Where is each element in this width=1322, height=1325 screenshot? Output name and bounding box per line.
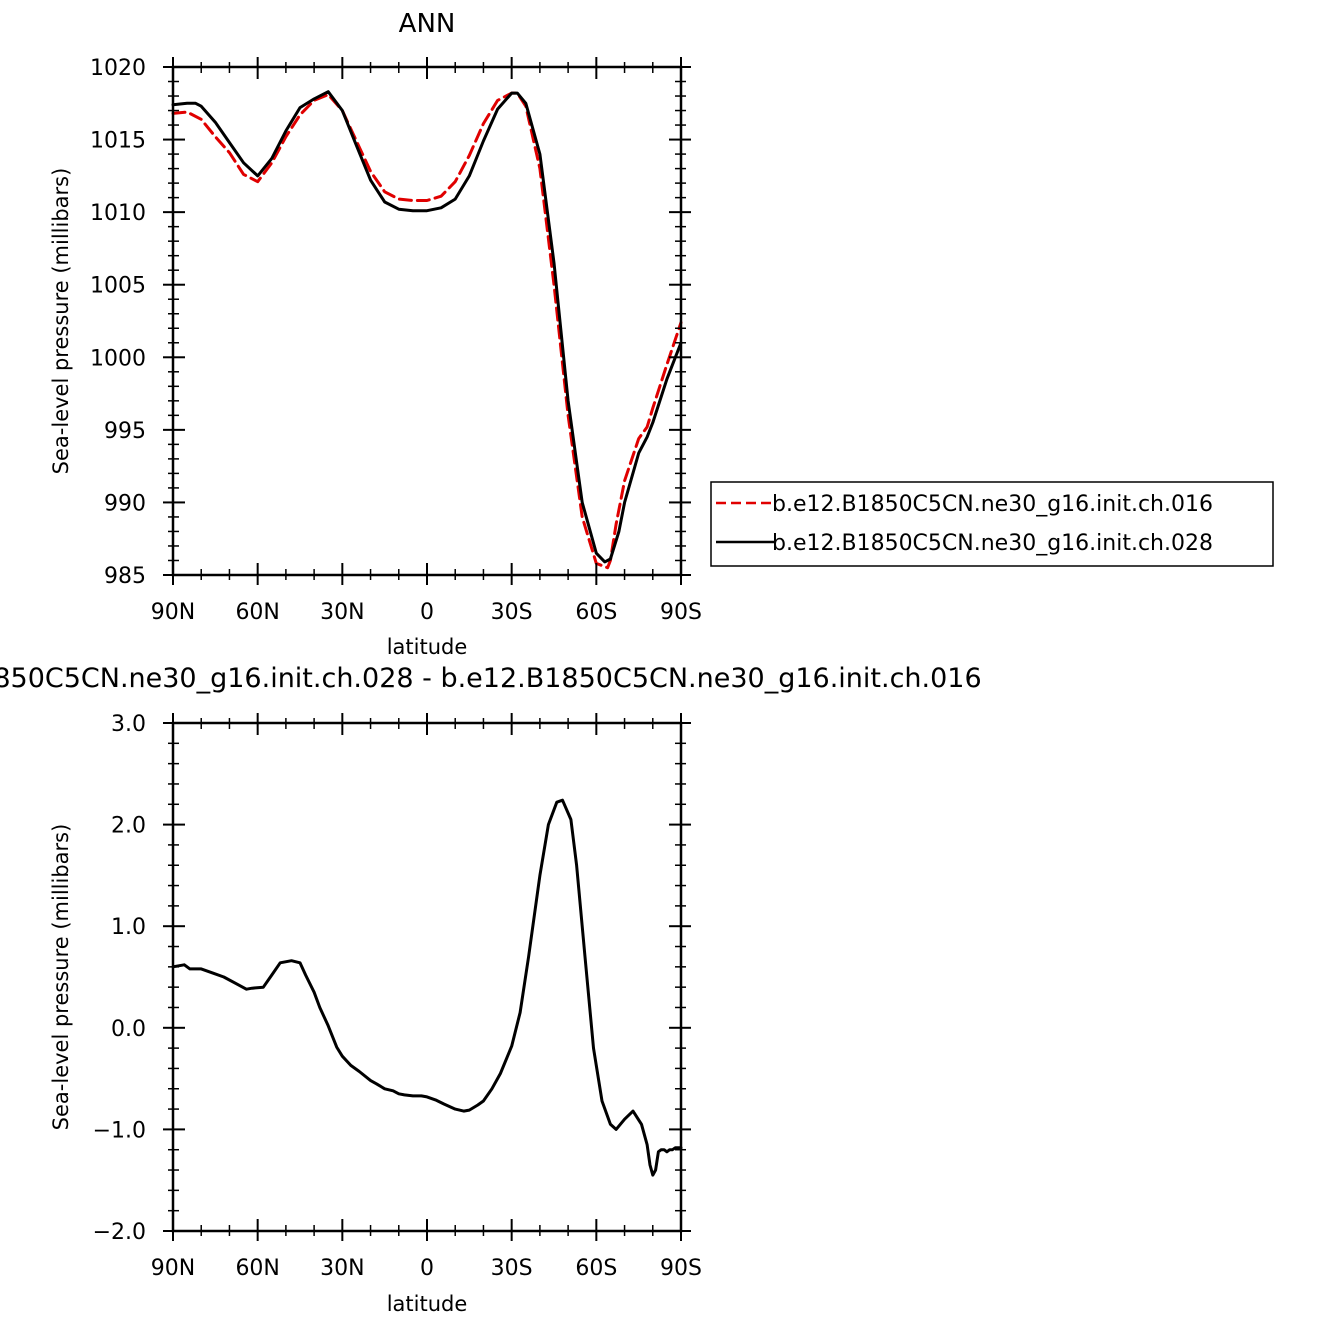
bottom-plot-frame [171,721,683,1233]
bottom-y-tick-label: 0.0 [111,1017,146,1042]
bottom-chart-title: b.e12.B1850C5CN.ne30_g16.init.ch.028 - b… [0,663,982,694]
bottom-series-line-0 [171,798,683,1177]
top-x-tick-label: 90S [660,600,702,625]
top-x-tick-label: 60S [575,600,617,625]
legend: b.e12.B1850C5CN.ne30_g16.init.ch.016 b.e… [710,481,1274,567]
top-y-tick-label: 1015 [90,129,146,154]
top-series-line-1 [171,90,683,564]
bottom-x-tick-label: 90N [151,1256,195,1281]
bottom-x-tick-label: 90S [660,1256,702,1281]
top-y-tick-label: 1005 [90,274,146,299]
top-series-line-0 [171,91,683,570]
top-y-tick-label: 995 [104,419,146,444]
legend-box [710,481,1274,567]
bottom-x-tick-label: 60N [235,1256,279,1281]
bottom-y-tick-label: 2.0 [111,814,146,839]
top-x-tick-label: 90N [151,600,195,625]
bottom-y-tick-label: −2.0 [93,1220,146,1245]
bottom-x-axis-label: latitude [387,1292,468,1316]
top-x-axis-label: latitude [387,635,468,659]
bottom-y-tick-label: 1.0 [111,915,146,940]
bottom-y-axis-label: Sea-level pressure (millibars) [49,824,73,1131]
top-plot-frame [171,65,683,577]
bottom-x-tick-label: 30N [320,1256,364,1281]
top-y-tick-label: 1010 [90,201,146,226]
bottom-panel: b.e12.B1850C5CN.ne30_g16.init.ch.028 - b… [0,663,982,1316]
bottom-y-tick-label: 3.0 [111,712,146,737]
top-y-tick-label: 985 [104,564,146,589]
bottom-y-tick-label: −1.0 [93,1118,146,1143]
top-panel: ANN 90N 60N 30N 0 30S 60S 90S 985 990 995 1000 1005… [49,9,1274,659]
top-chart-title: ANN [399,9,456,39]
top-x-tick-label: 0 [420,600,434,625]
top-x-tick-label: 60N [235,600,279,625]
top-y-tick-label: 1000 [90,346,146,371]
legend-label-028: b.e12.B1850C5CN.ne30_g16.init.ch.028 [772,531,1213,556]
bottom-x-tick-label: 30S [491,1256,533,1281]
bottom-x-tick-label: 0 [420,1256,434,1281]
bottom-x-tick-label: 60S [575,1256,617,1281]
top-y-tick-label: 1020 [90,56,146,81]
top-y-axis-label: Sea-level pressure (millibars) [49,168,73,475]
top-y-tick-label: 990 [104,491,146,516]
top-x-tick-label: 30N [320,600,364,625]
top-x-tick-label: 30S [491,600,533,625]
legend-label-016: b.e12.B1850C5CN.ne30_g16.init.ch.016 [772,492,1213,517]
